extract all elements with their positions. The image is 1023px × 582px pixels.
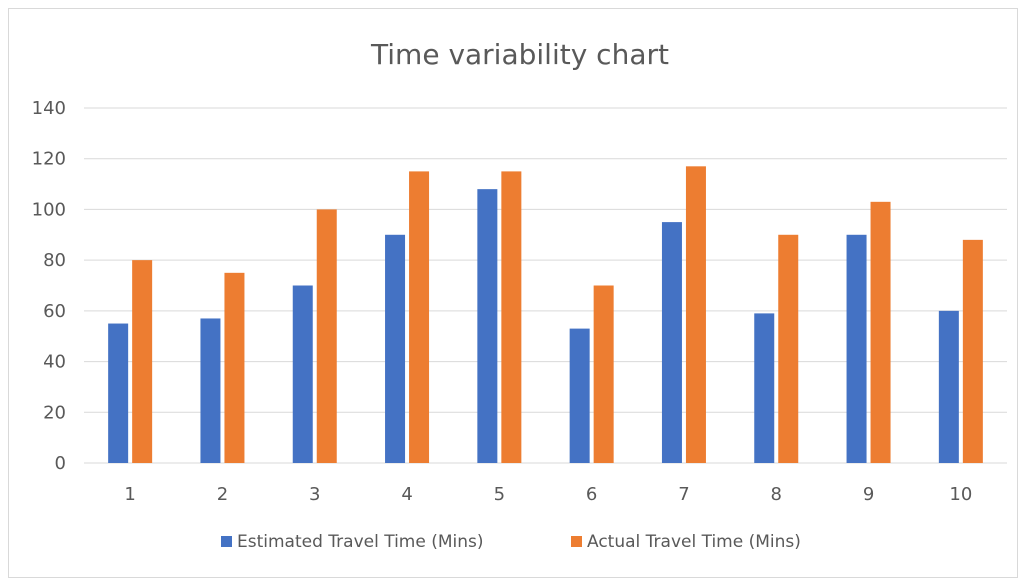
x-tick-label: 9 [863, 484, 874, 505]
bar-actual-6 [593, 285, 614, 463]
x-tick-label: 7 [678, 484, 689, 505]
y-tick-label: 20 [43, 402, 66, 423]
bar-estimated-8 [754, 313, 775, 463]
x-tick-label: 8 [771, 484, 782, 505]
bar-estimated-10 [938, 310, 959, 463]
bar-actual-9 [870, 201, 891, 464]
x-tick-label: 5 [494, 484, 505, 505]
y-tick-label: 120 [32, 149, 66, 170]
bars [108, 166, 983, 464]
bar-actual-10 [962, 239, 983, 463]
chart-title: Time variability chart [370, 38, 669, 71]
bar-actual-2 [224, 272, 245, 463]
bar-estimated-5 [477, 189, 498, 463]
y-tick-label: 40 [43, 352, 66, 373]
bar-actual-4 [409, 171, 430, 463]
y-tick-label: 140 [32, 98, 66, 119]
legend-label-estimated: Estimated Travel Time (Mins) [237, 532, 484, 552]
x-tick-label: 3 [309, 484, 320, 505]
bar-actual-5 [501, 171, 522, 463]
bar-actual-1 [132, 260, 153, 463]
x-tick-label: 4 [401, 484, 412, 505]
x-tick-label: 1 [124, 484, 135, 505]
x-tick-label: 10 [949, 484, 972, 505]
bar-estimated-7 [661, 222, 682, 463]
x-tick-label: 6 [586, 484, 597, 505]
bar-actual-3 [316, 209, 337, 463]
legend-swatch-actual [571, 536, 582, 547]
x-tick-label: 2 [217, 484, 228, 505]
bar-estimated-3 [292, 285, 313, 463]
legend: Estimated Travel Time (Mins) Actual Trave… [221, 532, 801, 552]
bar-estimated-4 [385, 234, 406, 463]
gridlines [84, 107, 1007, 464]
bar-actual-8 [778, 234, 799, 463]
y-tick-label: 0 [55, 453, 66, 474]
y-tick-label: 60 [43, 301, 66, 322]
legend-label-actual: Actual Travel Time (Mins) [587, 532, 801, 552]
x-axis-ticks: 1 2 3 4 5 6 7 8 9 10 [124, 484, 972, 505]
bar-estimated-2 [200, 318, 221, 463]
y-tick-label: 100 [32, 199, 66, 220]
y-axis-ticks: 0 20 40 60 80 100 120 140 [32, 98, 66, 474]
bar-estimated-1 [108, 323, 129, 463]
bar-actual-7 [685, 166, 706, 464]
y-tick-label: 80 [43, 250, 66, 271]
bar-estimated-9 [846, 234, 867, 463]
legend-swatch-estimated [221, 536, 232, 547]
bar-estimated-6 [569, 328, 590, 463]
